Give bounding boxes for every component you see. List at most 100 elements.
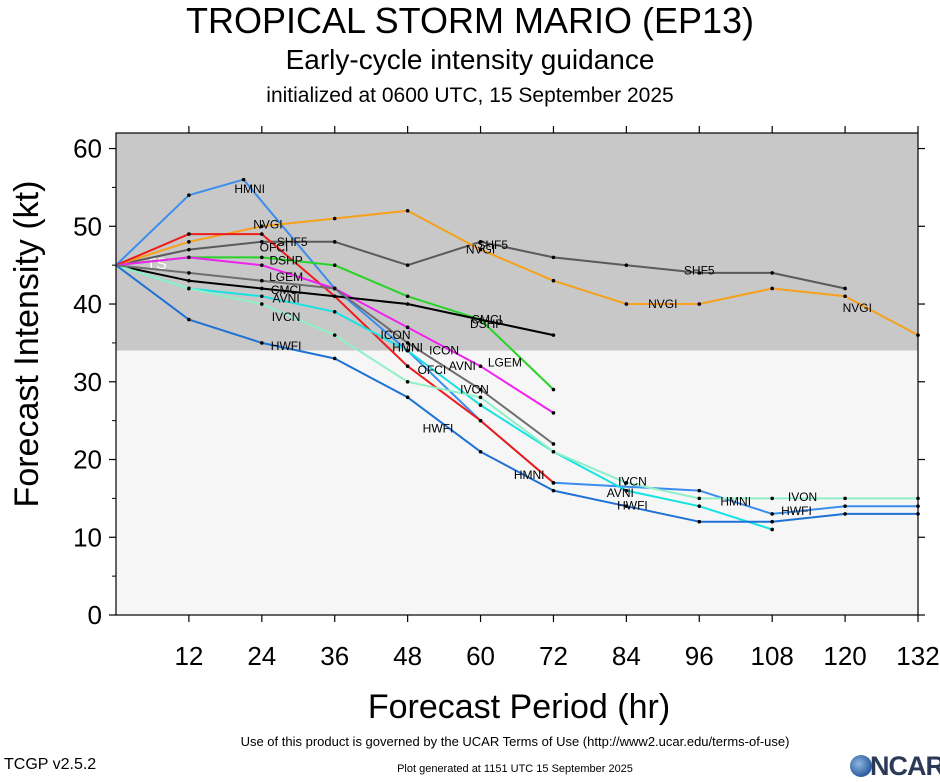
data-point-icon bbox=[260, 278, 264, 283]
data-point-hmni bbox=[187, 193, 191, 197]
data-point-ofci bbox=[405, 364, 410, 369]
series-icon bbox=[115, 264, 556, 446]
series-label-hmni: HMNI bbox=[514, 468, 545, 482]
series-shf5 bbox=[115, 240, 847, 291]
data-point-avni bbox=[405, 348, 410, 353]
data-point-hwfi bbox=[187, 317, 191, 322]
data-point-ofci bbox=[260, 232, 264, 236]
x-tick-label: 120 bbox=[823, 641, 866, 671]
x-tick-label: 48 bbox=[393, 641, 422, 671]
data-point-nvgi bbox=[187, 240, 191, 244]
data-point-ivcn bbox=[478, 395, 483, 400]
series-label-avni: AVNI bbox=[607, 486, 634, 500]
data-point-lgem bbox=[187, 255, 191, 260]
data-point-hwfi bbox=[405, 395, 410, 400]
data-point-shf5 bbox=[624, 263, 629, 267]
y-tick-label: 20 bbox=[73, 445, 102, 475]
series-label-hwfi: HWFI bbox=[271, 339, 302, 353]
data-point-hwfi bbox=[478, 449, 483, 454]
terms-of-use-text: Use of this product is governed by the U… bbox=[240, 734, 790, 749]
version-label: TCGP v2.5.2 bbox=[4, 756, 97, 773]
data-point-ivcn bbox=[624, 481, 629, 485]
data-point-hwfi bbox=[843, 512, 847, 516]
data-point-lgem bbox=[551, 411, 556, 415]
globe-icon bbox=[850, 755, 872, 777]
data-point-shf5 bbox=[697, 271, 702, 275]
data-point-icon bbox=[405, 341, 410, 345]
series-label-nvgi: NVGI bbox=[466, 243, 495, 257]
data-point-hwfi bbox=[770, 519, 774, 524]
series-label-nvgi: NVGI bbox=[648, 297, 677, 311]
series-label-hmni: HMNI bbox=[234, 182, 265, 196]
data-point-lgem bbox=[405, 325, 410, 330]
logo-text: NCAR bbox=[870, 751, 940, 781]
data-point-ivcn bbox=[260, 302, 264, 306]
series-label-ofci: OFCI bbox=[418, 363, 447, 377]
series-line-hwfi bbox=[115, 264, 918, 523]
data-point-shf5 bbox=[551, 255, 556, 260]
series-label-shf5: SHF5 bbox=[684, 264, 715, 278]
data-point-ivcn bbox=[187, 286, 191, 291]
x-axis-label: Forecast Period (hr) bbox=[368, 688, 670, 726]
data-point-lgem bbox=[478, 364, 483, 369]
data-point-ofci bbox=[551, 481, 556, 485]
data-point-cmci bbox=[405, 302, 410, 306]
data-point-cmci bbox=[260, 286, 264, 291]
ncar-logo: NCAR bbox=[846, 751, 940, 781]
data-point-shf5 bbox=[770, 271, 774, 275]
series-nvgi bbox=[115, 208, 920, 337]
plot-frame bbox=[115, 132, 919, 616]
chart-subtitle: Early-cycle intensity guidance bbox=[285, 44, 655, 75]
data-point-hmni bbox=[770, 512, 774, 516]
band-below-ts bbox=[116, 350, 918, 615]
data-point-avni bbox=[260, 294, 264, 299]
series-label-cmci: CMCI bbox=[471, 313, 502, 327]
data-point-shf5 bbox=[843, 286, 847, 291]
data-point-cmci bbox=[332, 294, 337, 299]
data-point-avni bbox=[624, 488, 629, 493]
series-hwfi bbox=[115, 264, 920, 524]
data-point-nvgi bbox=[260, 224, 264, 229]
data-point-nvgi bbox=[770, 286, 774, 291]
series-label-nvgi: NVGI bbox=[843, 301, 872, 315]
data-point-shf5 bbox=[478, 240, 483, 244]
y-tick-label: 30 bbox=[73, 367, 102, 397]
data-point-dshp bbox=[332, 263, 337, 267]
data-point-shf5 bbox=[332, 240, 337, 244]
series-label-hmni: HMNI bbox=[392, 341, 423, 355]
data-point-ivcn bbox=[697, 496, 702, 501]
data-point-hwfi bbox=[697, 519, 702, 524]
series-label-hwfi: HWFI bbox=[423, 421, 454, 435]
series-label-hwfi: HWFI bbox=[781, 504, 812, 518]
data-point-hwfi bbox=[551, 488, 556, 493]
series-label-hwfi: HWFI bbox=[617, 498, 648, 512]
data-point-hmni bbox=[697, 488, 702, 493]
series-avni bbox=[115, 264, 774, 532]
data-point-hmni bbox=[843, 504, 847, 508]
data-point-nvgi bbox=[624, 302, 629, 306]
data-point-ivcn bbox=[405, 379, 410, 384]
data-point-nvgi bbox=[697, 302, 702, 306]
data-point-nvgi bbox=[405, 208, 410, 213]
series-label-avni: AVNI bbox=[273, 292, 300, 306]
data-point-avni bbox=[478, 403, 483, 407]
y-tick-label: 60 bbox=[73, 134, 102, 164]
data-point-ofci bbox=[478, 418, 483, 423]
series-cmci bbox=[115, 264, 556, 337]
data-point-nvgi bbox=[551, 278, 556, 283]
data-point-nvgi bbox=[843, 294, 847, 299]
series-label-dshp: DSHP bbox=[269, 253, 302, 267]
data-point-shf5 bbox=[260, 240, 264, 244]
series-label-avni: AVNI bbox=[449, 359, 476, 373]
generated-time: Plot generated at 1151 UTC 15 September … bbox=[397, 763, 633, 775]
data-point-cmci bbox=[551, 333, 556, 337]
init-time: initialized at 0600 UTC, 15 September 20… bbox=[266, 84, 674, 107]
data-point-icon bbox=[478, 387, 483, 392]
x-tick-label: 12 bbox=[174, 641, 203, 671]
data-point-icon bbox=[187, 271, 191, 275]
series-label-shf5: SHF5 bbox=[477, 238, 508, 252]
y-tick-label: 40 bbox=[73, 289, 102, 319]
data-point-dshp bbox=[551, 387, 556, 392]
x-tick-label: 84 bbox=[612, 641, 641, 671]
